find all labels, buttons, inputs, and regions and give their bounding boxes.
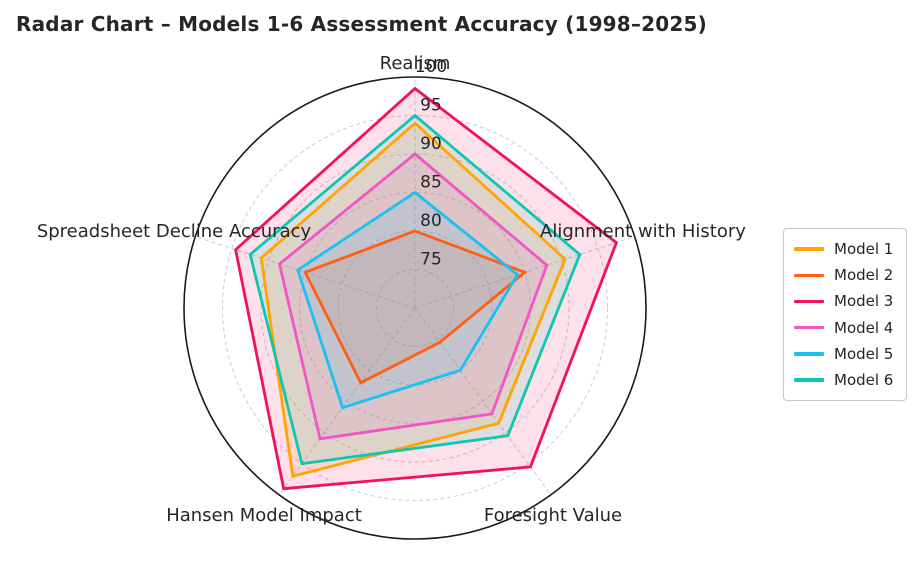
axis-label-1: Alignment with History <box>540 221 746 242</box>
legend-swatch-6 <box>794 378 824 382</box>
legend-swatch-4 <box>794 325 824 330</box>
legend-item-1: Model 1 <box>794 236 906 262</box>
legend-item-2: Model 2 <box>794 262 906 288</box>
grid-circle-75 <box>376 269 454 347</box>
series-fill-4 <box>279 154 547 439</box>
chart-title: Radar Chart – Models 1-6 Assessment Accu… <box>16 12 707 36</box>
legend-swatch-5 <box>794 352 824 356</box>
legend-swatch-1 <box>794 247 824 251</box>
legend-label-3: Model 3 <box>834 292 894 311</box>
r-tick-label-80: 80 <box>420 211 442 231</box>
legend-label-2: Model 2 <box>834 266 894 285</box>
r-tick-label-90: 90 <box>420 134 442 154</box>
axis-label-3: Hansen Model Impact <box>166 505 362 526</box>
legend-item-4: Model 4 <box>794 315 906 341</box>
series-line-6 <box>248 113 582 466</box>
legend-swatch-2 <box>794 273 824 278</box>
polar-outline <box>183 76 647 540</box>
r-tick-label-85: 85 <box>420 173 442 193</box>
r-tick-label-95: 95 <box>420 96 442 116</box>
series-line-4 <box>277 152 549 441</box>
grid-circle-90 <box>260 153 570 463</box>
series-fill-2 <box>305 231 525 383</box>
series-line-5 <box>296 190 520 410</box>
legend-label-5: Model 5 <box>834 344 894 363</box>
series-fill-3 <box>235 88 617 489</box>
legend-item-5: Model 5 <box>794 341 906 367</box>
legend-swatch-3 <box>794 299 824 304</box>
legend-label-6: Model 6 <box>834 371 894 390</box>
axis-label-2: Foresight Value <box>484 505 622 526</box>
legend-label-4: Model 4 <box>834 318 894 337</box>
legend-label-1: Model 1 <box>834 240 894 259</box>
r-tick-label-75: 75 <box>420 250 442 270</box>
series-line-3 <box>234 86 619 491</box>
legend: Model 1 Model 2 Model 3 Model 4 Model 5 Model… <box>783 228 907 402</box>
legend-item-3: Model 3 <box>794 288 906 314</box>
r-tick-label-100: 100 <box>415 57 447 77</box>
legend-item-6: Model 6 <box>794 367 906 393</box>
axis-label-0: Realism <box>380 53 451 74</box>
series-fill-5 <box>297 192 518 408</box>
axis-label-4: Spreadsheet Decline Accuracy <box>37 221 312 242</box>
axis-spoke-2 <box>414 307 552 496</box>
